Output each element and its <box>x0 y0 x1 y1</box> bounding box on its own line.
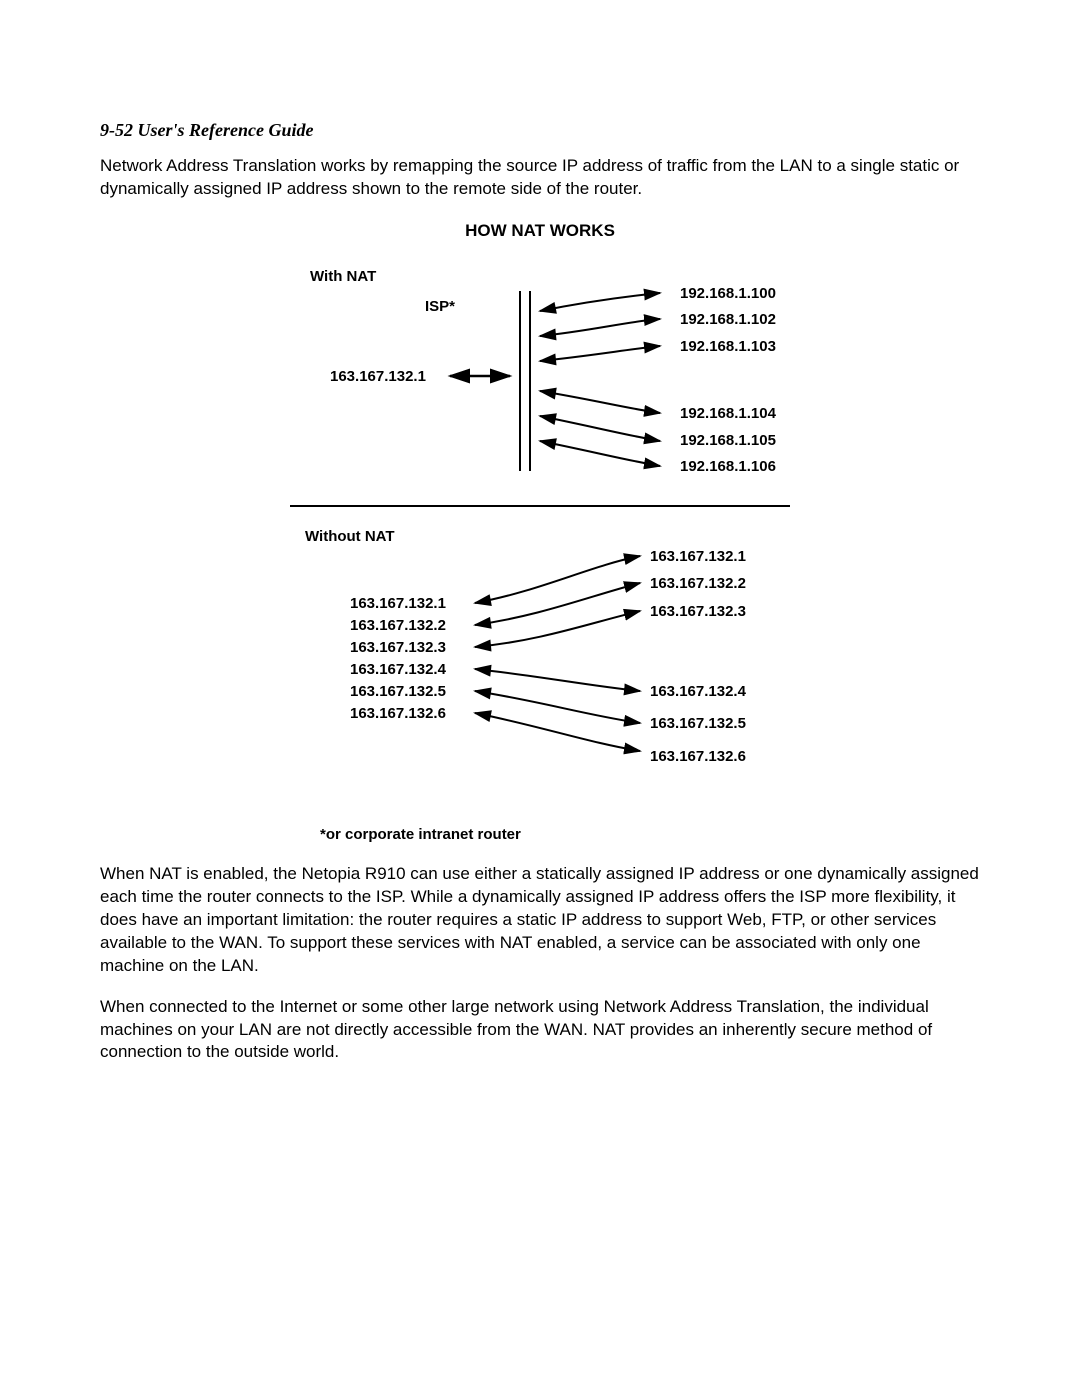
with-nat-label: With NAT <box>310 268 376 285</box>
without-right-ip-3: 163.167.132.4 <box>650 683 747 700</box>
section-header: 9-52 User's Reference Guide <box>100 120 980 141</box>
paragraph-2: When NAT is enabled, the Netopia R910 ca… <box>100 863 980 978</box>
without-right-ip-5: 163.167.132.6 <box>650 748 746 765</box>
with-nat-right-ip-5: 192.168.1.106 <box>680 458 776 475</box>
without-left-ip-1: 163.167.132.2 <box>350 617 446 634</box>
nat-diagram-svg: With NAT ISP* 163.167.132.1 192.168.1.10… <box>190 251 890 811</box>
nat-diagram: HOW NAT WORKS With NAT ISP* 163.167.132.… <box>190 221 890 843</box>
without-right-ip-0: 163.167.132.1 <box>650 548 746 565</box>
with-nat-right-ip-2: 192.168.1.103 <box>680 338 776 355</box>
without-left-ip-2: 163.167.132.3 <box>350 639 446 656</box>
without-right-ip-2: 163.167.132.3 <box>650 603 746 620</box>
with-nat-right-ip-1: 192.168.1.102 <box>680 311 776 328</box>
without-nat-label: Without NAT <box>305 528 395 545</box>
without-right-ip-1: 163.167.132.2 <box>650 575 746 592</box>
document-page: 9-52 User's Reference Guide Network Addr… <box>0 0 1080 1397</box>
isp-label: ISP* <box>425 298 455 315</box>
with-nat-right-ip-3: 192.168.1.104 <box>680 405 777 422</box>
paragraph-3: When connected to the Internet or some o… <box>100 996 980 1065</box>
with-nat-left-ip: 163.167.132.1 <box>330 368 426 385</box>
without-left-ip-5: 163.167.132.6 <box>350 705 446 722</box>
diagram-footnote: *or corporate intranet router <box>320 826 890 843</box>
with-nat-right-ip-0: 192.168.1.100 <box>680 285 776 302</box>
without-right-ip-4: 163.167.132.5 <box>650 715 746 732</box>
without-left-ip-4: 163.167.132.5 <box>350 683 446 700</box>
with-nat-right-ip-4: 192.168.1.105 <box>680 432 776 449</box>
diagram-title: HOW NAT WORKS <box>190 221 890 241</box>
without-left-ip-0: 163.167.132.1 <box>350 595 446 612</box>
intro-paragraph: Network Address Translation works by rem… <box>100 155 980 201</box>
without-left-ip-3: 163.167.132.4 <box>350 661 447 678</box>
